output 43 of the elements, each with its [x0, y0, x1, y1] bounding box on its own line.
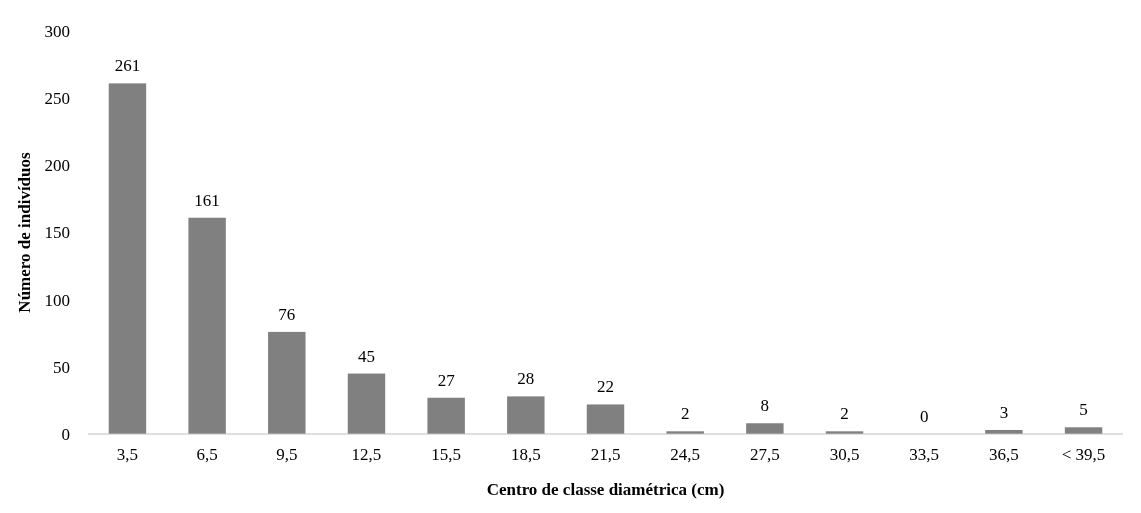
y-tick-label: 200 — [44, 156, 70, 176]
x-tick-label: 3,5 — [116, 445, 139, 464]
x-tick-label: 6,5 — [196, 445, 218, 464]
bar — [188, 217, 226, 434]
x-tick-label: 33,5 — [909, 445, 940, 464]
y-tick-label: 250 — [44, 89, 70, 109]
data-label: 261 — [114, 56, 141, 76]
x-tick-label: 36,5 — [989, 445, 1019, 464]
bar — [746, 423, 784, 434]
y-tick-label: 0 — [61, 424, 70, 444]
x-tick-label: 21,5 — [590, 445, 621, 464]
x-tick-label: 15,5 — [431, 445, 462, 464]
data-label: 2 — [840, 404, 849, 424]
data-label: 45 — [357, 346, 375, 366]
x-tick-label: 18,5 — [510, 445, 541, 464]
bar — [586, 404, 625, 434]
x-tick-label: 24,5 — [670, 445, 701, 464]
bar — [347, 373, 386, 434]
data-label: 28 — [517, 369, 535, 389]
data-label: 5 — [1079, 400, 1088, 420]
data-label: 0 — [919, 407, 929, 426]
x-tick-label: 12,5 — [351, 445, 382, 464]
data-label: 76 — [278, 304, 296, 324]
bar — [507, 396, 545, 434]
bar — [427, 397, 465, 434]
data-label: 8 — [760, 396, 770, 416]
data-label: 3 — [999, 402, 1009, 422]
y-tick-label: 100 — [44, 290, 70, 310]
data-label: 27 — [437, 370, 456, 390]
x-axis-title: Centro de classe diamétrica (cm) — [486, 480, 725, 499]
y-tick-label: 300 — [44, 21, 70, 41]
data-label: 161 — [194, 190, 220, 210]
data-label: 2 — [680, 404, 690, 424]
x-tick-label: 30,5 — [829, 445, 860, 464]
y-tick-label: 150 — [44, 223, 70, 243]
x-tick-label: 9,5 — [276, 445, 298, 464]
y-axis-title: Número de indivíduos — [15, 151, 34, 313]
bar — [268, 331, 306, 434]
bar — [108, 83, 147, 434]
x-tick-label: < 39,5 — [1061, 445, 1106, 464]
data-label: 22 — [597, 377, 614, 397]
y-tick-label: 50 — [53, 357, 70, 377]
x-tick-label: 27,5 — [749, 445, 780, 464]
